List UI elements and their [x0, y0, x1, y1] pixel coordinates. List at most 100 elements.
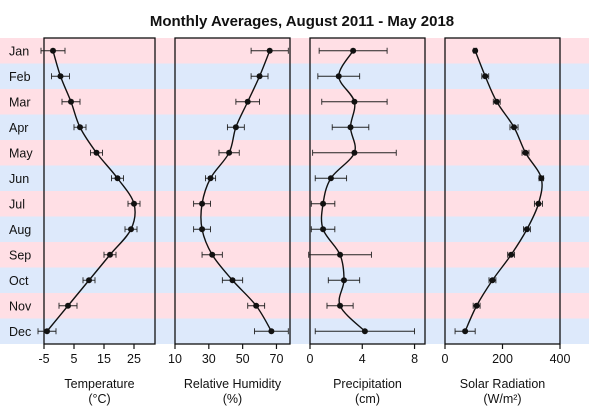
- data-point: [256, 73, 263, 80]
- x-tick-label: 10: [168, 352, 182, 366]
- data-point: [268, 328, 275, 335]
- x-axis-label: Relative Humidity: [184, 377, 282, 391]
- data-point: [538, 175, 545, 182]
- data-point: [351, 98, 358, 105]
- row-band-dec: [0, 318, 589, 344]
- data-point: [207, 175, 214, 182]
- data-point: [57, 73, 64, 80]
- panel-frame: [309, 37, 426, 345]
- data-point: [482, 73, 489, 80]
- x-axis-label: Precipitation: [333, 377, 402, 391]
- x-tick-label: 4: [359, 352, 366, 366]
- data-point: [320, 200, 327, 207]
- month-label-jun: Jun: [9, 172, 29, 186]
- x-tick-label: 70: [270, 352, 284, 366]
- panel-4: 0 200 400 Solar Radiation(W/m²): [442, 37, 571, 406]
- x-tick-label: 50: [236, 352, 250, 366]
- data-point: [489, 277, 496, 284]
- x-tick-label: 5: [71, 352, 78, 366]
- month-label-apr: Apr: [9, 121, 28, 135]
- data-point: [472, 47, 479, 54]
- data-point: [50, 47, 56, 54]
- month-label-oct: Oct: [9, 274, 29, 288]
- data-point: [128, 226, 134, 233]
- x-tick-label: 0: [307, 352, 314, 366]
- data-point: [77, 124, 83, 131]
- data-point: [473, 302, 480, 309]
- data-point: [229, 277, 236, 284]
- month-label-feb: Feb: [9, 70, 31, 84]
- panel-frame: [174, 37, 291, 345]
- x-tick-label: 0: [442, 352, 449, 366]
- data-point: [320, 226, 327, 233]
- row-band-jul: [0, 191, 589, 217]
- month-label-sep: Sep: [9, 248, 31, 262]
- row-band-feb: [0, 63, 589, 89]
- row-band-may: [0, 140, 589, 166]
- data-point: [107, 251, 113, 258]
- x-tick-label: 8: [411, 352, 418, 366]
- data-point: [86, 277, 92, 284]
- data-point: [351, 149, 358, 156]
- x-tick-label: -5: [38, 352, 49, 366]
- panel-frame: [43, 37, 156, 345]
- row-band-sep: [0, 242, 589, 268]
- data-point: [337, 251, 344, 258]
- data-point: [337, 302, 344, 309]
- data-point: [244, 98, 251, 105]
- month-label-nov: Nov: [9, 299, 32, 313]
- data-point: [327, 175, 334, 182]
- data-point: [347, 124, 354, 131]
- data-point: [114, 175, 121, 182]
- row-band-apr: [0, 114, 589, 140]
- month-label-jul: Jul: [9, 197, 25, 211]
- data-point: [523, 226, 530, 233]
- data-point: [44, 328, 50, 335]
- data-point: [508, 251, 515, 258]
- data-point: [226, 149, 233, 156]
- x-axis-unit: (%): [223, 392, 242, 406]
- x-tick-label: 30: [202, 352, 216, 366]
- row-band-mar: [0, 89, 589, 115]
- data-point: [232, 124, 239, 131]
- data-point: [131, 200, 137, 207]
- data-point: [511, 124, 517, 131]
- x-tick-label: 200: [492, 352, 513, 366]
- x-tick-label: 15: [97, 352, 111, 366]
- data-point: [361, 328, 368, 335]
- month-label-jan: Jan: [9, 44, 29, 58]
- data-point: [199, 226, 206, 233]
- data-point: [335, 73, 342, 80]
- data-point: [535, 200, 542, 207]
- data-point: [68, 98, 74, 105]
- data-point: [522, 149, 529, 156]
- data-point: [340, 277, 347, 284]
- month-label-mar: Mar: [9, 95, 31, 109]
- panel-2: 10 30 50 70 Relative Humidity(%): [168, 37, 291, 406]
- month-label-dec: Dec: [9, 325, 31, 339]
- data-point: [209, 251, 216, 258]
- panel-3: 0 4 8 Precipitation(cm): [307, 37, 426, 406]
- row-band-nov: [0, 293, 589, 319]
- data-point: [350, 47, 357, 54]
- data-point: [65, 302, 71, 309]
- data-point: [253, 302, 260, 309]
- data-point: [93, 149, 100, 156]
- x-axis-unit: (W/m²): [483, 392, 521, 406]
- x-axis-unit: (°C): [88, 392, 110, 406]
- x-axis-unit: (cm): [355, 392, 380, 406]
- x-axis-label: Temperature: [64, 377, 134, 391]
- row-band-jun: [0, 165, 589, 191]
- row-band-jan: [0, 38, 589, 64]
- data-point: [462, 328, 469, 335]
- month-label-aug: Aug: [9, 223, 31, 237]
- chart-title: Monthly Averages, August 2011 - May 2018: [150, 13, 454, 30]
- panel-1: -5 5 15 25 Temperature(°C): [37, 37, 156, 406]
- x-axis-label: Solar Radiation: [460, 377, 546, 391]
- data-point: [493, 98, 500, 105]
- data-point: [266, 47, 273, 54]
- x-tick-label: 400: [550, 352, 571, 366]
- row-band-aug: [0, 216, 589, 242]
